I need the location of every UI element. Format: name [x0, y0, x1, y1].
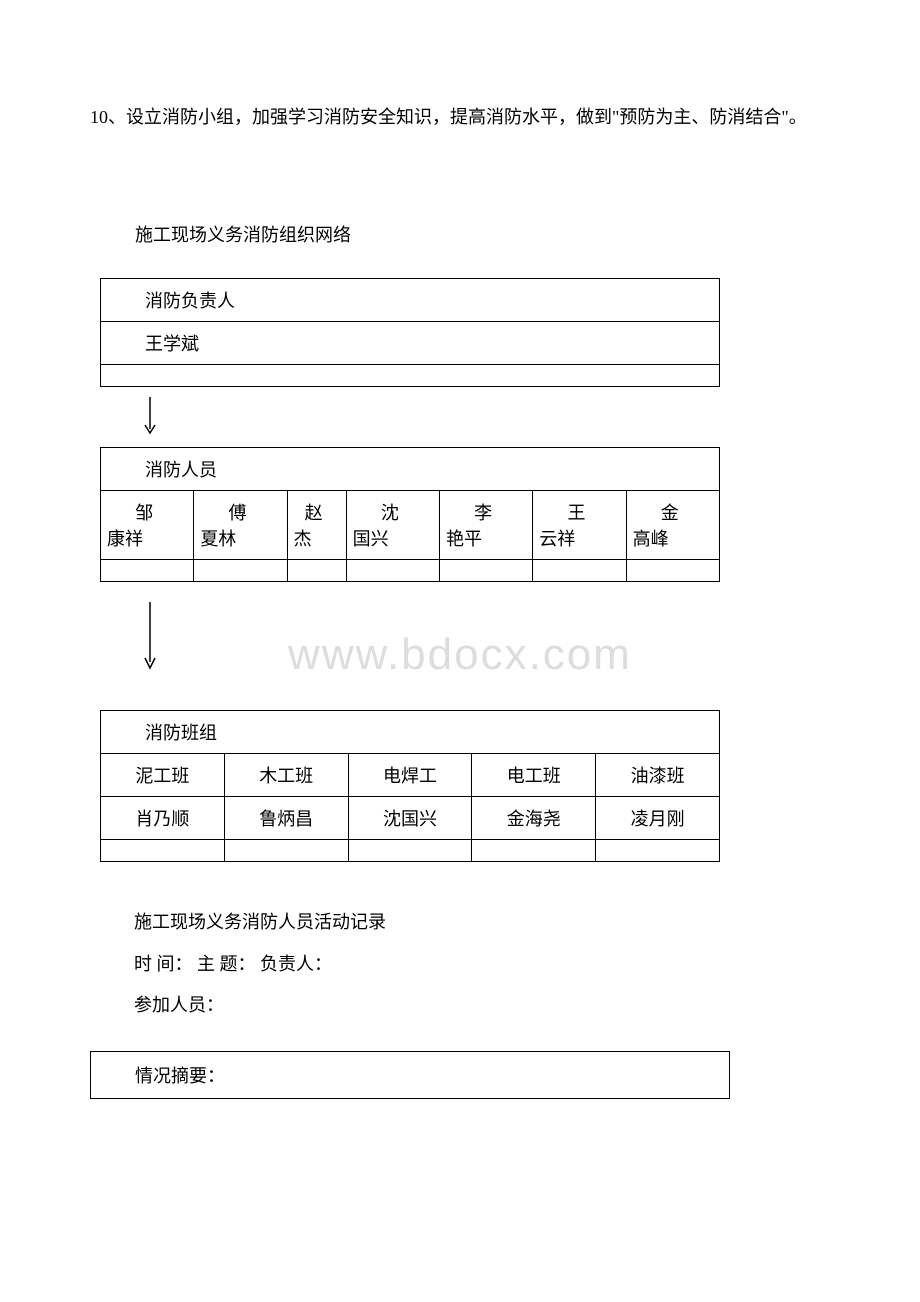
team-empty-row [101, 840, 720, 862]
staff-name-6-b: 高峰 [627, 525, 713, 551]
team-col-row: 泥工班 木工班 电焊工 电工班 油漆班 [101, 754, 720, 797]
staff-name-0-b: 康祥 [101, 525, 187, 551]
arrow-down-1 [90, 387, 830, 447]
staff-name-5-a: 王 [533, 499, 619, 525]
paragraph-10: 10、设立消防小组，加强学习消防安全知识，提高消防水平，做到"预防为主、防消结合… [90, 100, 830, 134]
staff-name-1-b: 夏林 [194, 525, 280, 551]
leader-header: 消防负责人 [101, 279, 720, 322]
leader-name: 王学斌 [101, 322, 720, 365]
team-leader-1: 鲁炳昌 [224, 797, 348, 840]
team-header: 消防班组 [101, 711, 720, 754]
team-col-3: 电工班 [472, 754, 596, 797]
staff-name-0-a: 邹 [101, 499, 187, 525]
team-leader-3: 金海尧 [472, 797, 596, 840]
fire-team-table: 消防班组 泥工班 木工班 电焊工 电工班 油漆班 肖乃顺 鲁炳昌 沈国兴 金海尧… [100, 710, 720, 862]
team-col-2: 电焊工 [348, 754, 472, 797]
org-network-title: 施工现场义务消防组织网络 [90, 218, 830, 252]
summary-cell: 情况摘要： [91, 1051, 730, 1098]
staff-name-2-b: 杰 [288, 525, 340, 551]
staff-name-5-b: 云祥 [533, 525, 619, 551]
staff-name-6-a: 金 [627, 499, 713, 525]
staff-header: 消防人员 [101, 448, 720, 491]
activity-record-fields: 时 间： 主 题： 负责人： [90, 944, 830, 985]
staff-name-4-b: 艳平 [440, 525, 526, 551]
team-col-4: 油漆班 [596, 754, 720, 797]
summary-table: 情况摘要： [90, 1051, 730, 1099]
team-leader-4: 凌月刚 [596, 797, 720, 840]
staff-name-4-a: 李 [440, 499, 526, 525]
staff-name-1-a: 傅 [194, 499, 280, 525]
team-col-1: 木工班 [224, 754, 348, 797]
team-leader-row: 肖乃顺 鲁炳昌 沈国兴 金海尧 凌月刚 [101, 797, 720, 840]
staff-name-2-a: 赵 [288, 499, 340, 525]
staff-name-3-a: 沈 [347, 499, 433, 525]
team-leader-0: 肖乃顺 [101, 797, 225, 840]
activity-participants: 参加人员： [90, 985, 830, 1026]
leader-empty-row [101, 365, 720, 387]
activity-record-title: 施工现场义务消防人员活动记录 [90, 902, 830, 943]
staff-empty-row [101, 560, 720, 582]
arrow-down-2 [90, 582, 830, 710]
fire-staff-table: 消防人员 邹康祥 傅夏林 赵杰 沈国兴 李艳平 王云祥 金高峰 [100, 447, 720, 582]
staff-row: 邹康祥 傅夏林 赵杰 沈国兴 李艳平 王云祥 金高峰 [101, 491, 720, 560]
staff-name-3-b: 国兴 [347, 525, 433, 551]
fire-leader-table: 消防负责人 王学斌 [100, 278, 720, 387]
team-col-0: 泥工班 [101, 754, 225, 797]
team-leader-2: 沈国兴 [348, 797, 472, 840]
